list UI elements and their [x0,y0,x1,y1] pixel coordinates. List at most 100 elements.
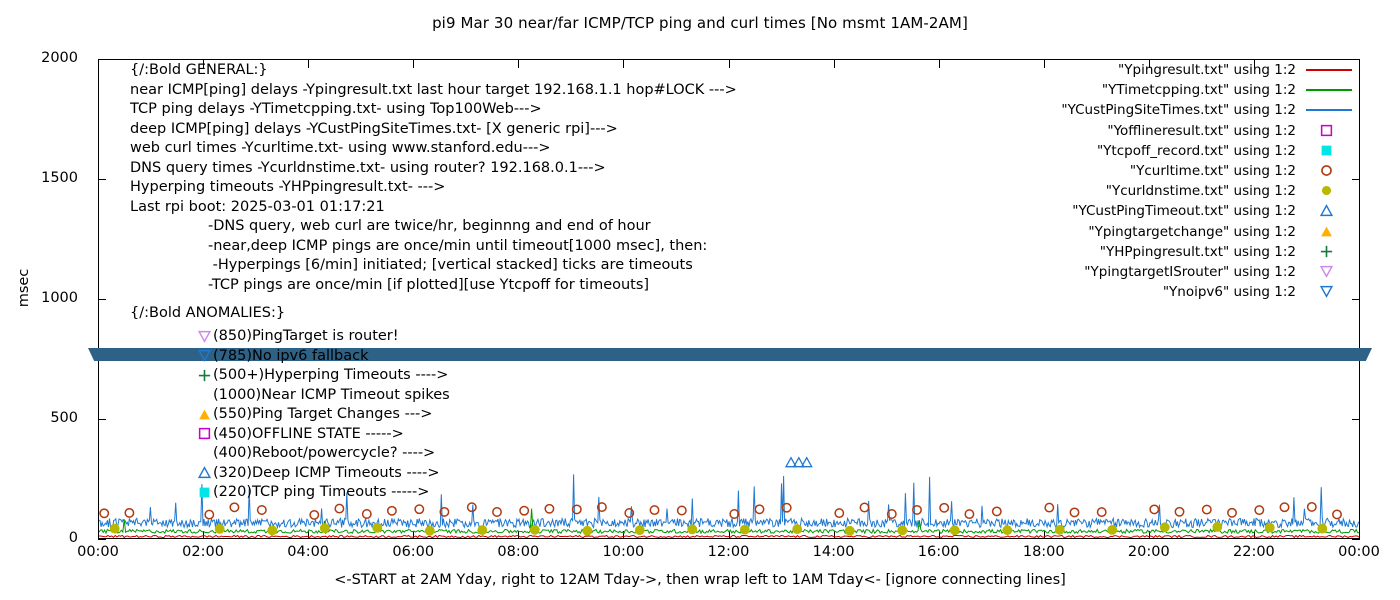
anomaly-item: (500+)Hyperping Timeouts ----> [130,366,450,386]
anomaly-item: (450)OFFLINE STATE -----> [130,424,450,444]
legend-label: "YTimetcpping.txt" using 1:2 [1101,82,1296,99]
anomaly-label: (400)Reboot/powercycle? ----> [213,445,436,461]
legend-key-triangle-down-open [1306,265,1352,279]
x-tick-mark [308,60,309,68]
general-sub-line: -TCP pings are once/min [if plotted][use… [208,276,650,293]
general-line: Hyperping timeouts -YHPpingresult.txt- -… [130,179,446,195]
x-tick-label: 02:00 [182,544,224,560]
anomaly-label: (785)No ipv6 fallback [213,347,369,364]
legend-label: "Ycurltime.txt" using 1:2 [1129,163,1296,179]
y-tick-mark [98,539,106,540]
anomaly-label: (220)TCP ping Timeouts -----> [213,484,430,500]
general-line: deep ICMP[ping] delays -YCustPingSiteTim… [130,120,618,137]
y-tick-label: 1000 [41,290,78,306]
legend-key-circle-open [1306,164,1352,178]
anomaly-label: (500+)Hyperping Timeouts ----> [213,367,449,383]
anomaly-item: (785)No ipv6 fallback [130,346,450,366]
anomaly-item: (850)PingTarget is router! [130,327,450,347]
legend-label: "YCustPingSiteTimes.txt" using 1:2 [1061,102,1296,119]
x-tick-mark [1149,60,1150,68]
y-tick-mark [1352,59,1360,60]
legend-key-triangle-up-open [1306,204,1352,218]
legend-line-swatch [1306,89,1352,92]
triangle-up-filled-icon [196,407,213,421]
x-tick-mark [1044,60,1045,68]
x-tick-label: 16:00 [917,544,960,560]
x-tick-label: 22:00 [1233,544,1275,560]
legend-line-swatch [1306,69,1352,71]
anomaly-no-marker [196,388,213,402]
triangle-down-open-icon [1319,285,1334,299]
general-line: TCP ping delays -YTimetcpping.txt- using… [130,101,542,117]
triangle-up-open-icon [196,466,213,480]
x-tick-mark [413,60,414,68]
x-tick-mark [98,531,99,539]
plus-icon [196,368,213,382]
x-tick-mark [623,60,624,68]
legend-label: "Ynoipv6" using 1:2 [1162,284,1296,301]
x-tick-label: 04:00 [287,544,330,560]
x-tick-mark [623,531,624,539]
y-tick-mark [1352,179,1360,180]
anomaly-label: (1000)Near ICMP Timeout spikes [213,386,450,403]
x-tick-mark [308,531,309,539]
legend-label: "Yofflineresult.txt" using 1:2 [1107,122,1296,139]
anomaly-label: (320)Deep ICMP Timeouts ----> [213,464,440,481]
anomaly-item: (550)Ping Target Changes ---> [130,405,450,425]
general-sub-line: -Hyperpings [6/min] initiated; [vertical… [208,257,693,273]
general-line: DNS query times -Ycurldnstime.txt- using… [130,159,606,176]
anomalies-text-block: {/:Bold ANOMALIES:} (850)PingTarget is ro… [130,306,450,502]
y-tick-mark [98,59,106,60]
circle-filled-icon [1320,184,1334,198]
x-tick-mark [834,531,835,539]
x-tick-label: 06:00 [392,544,435,560]
y-tick-label: 1500 [41,170,78,186]
anomaly-no-marker [196,446,213,460]
x-tick-label: 00:00 [77,544,119,560]
legend-label: "Ytcpoff_record.txt" using 1:2 [1096,142,1296,159]
general-text-block: {/:Bold GENERAL:} near ICMP[ping] delays … [130,63,737,292]
y-tick-label: 2000 [41,50,78,66]
offline-band-right-cap [1350,348,1372,361]
legend-key-line [1306,63,1352,77]
x-tick-label: 20:00 [1127,544,1170,560]
anomaly-label: (850)PingTarget is router! [213,328,399,344]
x-tick-mark [413,531,414,539]
square-filled-icon [1320,144,1334,158]
x-tick-label: 10:00 [602,544,645,560]
x-tick-mark [518,531,519,539]
y-tick-mark [98,419,106,420]
y-tick-mark [98,179,106,180]
x-tick-mark [1359,531,1360,539]
anomaly-item: (1000)Near ICMP Timeout spikes [130,385,450,405]
legend-key-square-filled [1306,144,1352,158]
x-tick-mark [834,60,835,68]
general-sub-line: -near,deep ICMP pings are once/min until… [208,237,708,254]
square-open-icon [1320,124,1334,138]
y-axis-label: msec [16,268,32,308]
x-tick-label: 14:00 [812,544,855,560]
anomaly-item: (320)Deep ICMP Timeouts ----> [130,463,450,483]
legend-label: "YpingtargetISrouter" using 1:2 [1084,264,1296,280]
triangle-down-open-icon [196,349,213,363]
x-tick-mark [1359,60,1360,68]
y-tick-mark [1352,539,1360,540]
legend-key-plus [1306,245,1352,259]
legend-key-triangle-down-open [1306,285,1352,299]
legend-key-line [1306,83,1352,97]
triangle-up-open-icon [1319,204,1334,218]
anomaly-label: (450)OFFLINE STATE -----> [213,425,404,442]
y-tick-mark [98,299,106,300]
y-tick-mark [1352,299,1360,300]
legend-key-line [1306,103,1352,117]
x-axis-caption: <-START at 2AM Yday, right to 12AM Tday-… [334,572,1066,588]
legend-key-triangle-up-filled [1306,225,1352,239]
x-tick-mark [518,60,519,68]
general-line: web curl times -Ycurltime.txt- using www… [130,140,551,156]
general-line: Last rpi boot: 2025-03-01 01:17:21 [130,198,385,215]
square-open-icon [196,427,213,441]
legend-label: "YCustPingTimeout.txt" using 1:2 [1072,203,1296,220]
legend-key-circle-filled [1306,184,1352,198]
x-tick-mark [1044,531,1045,539]
square-filled-icon [196,485,213,499]
